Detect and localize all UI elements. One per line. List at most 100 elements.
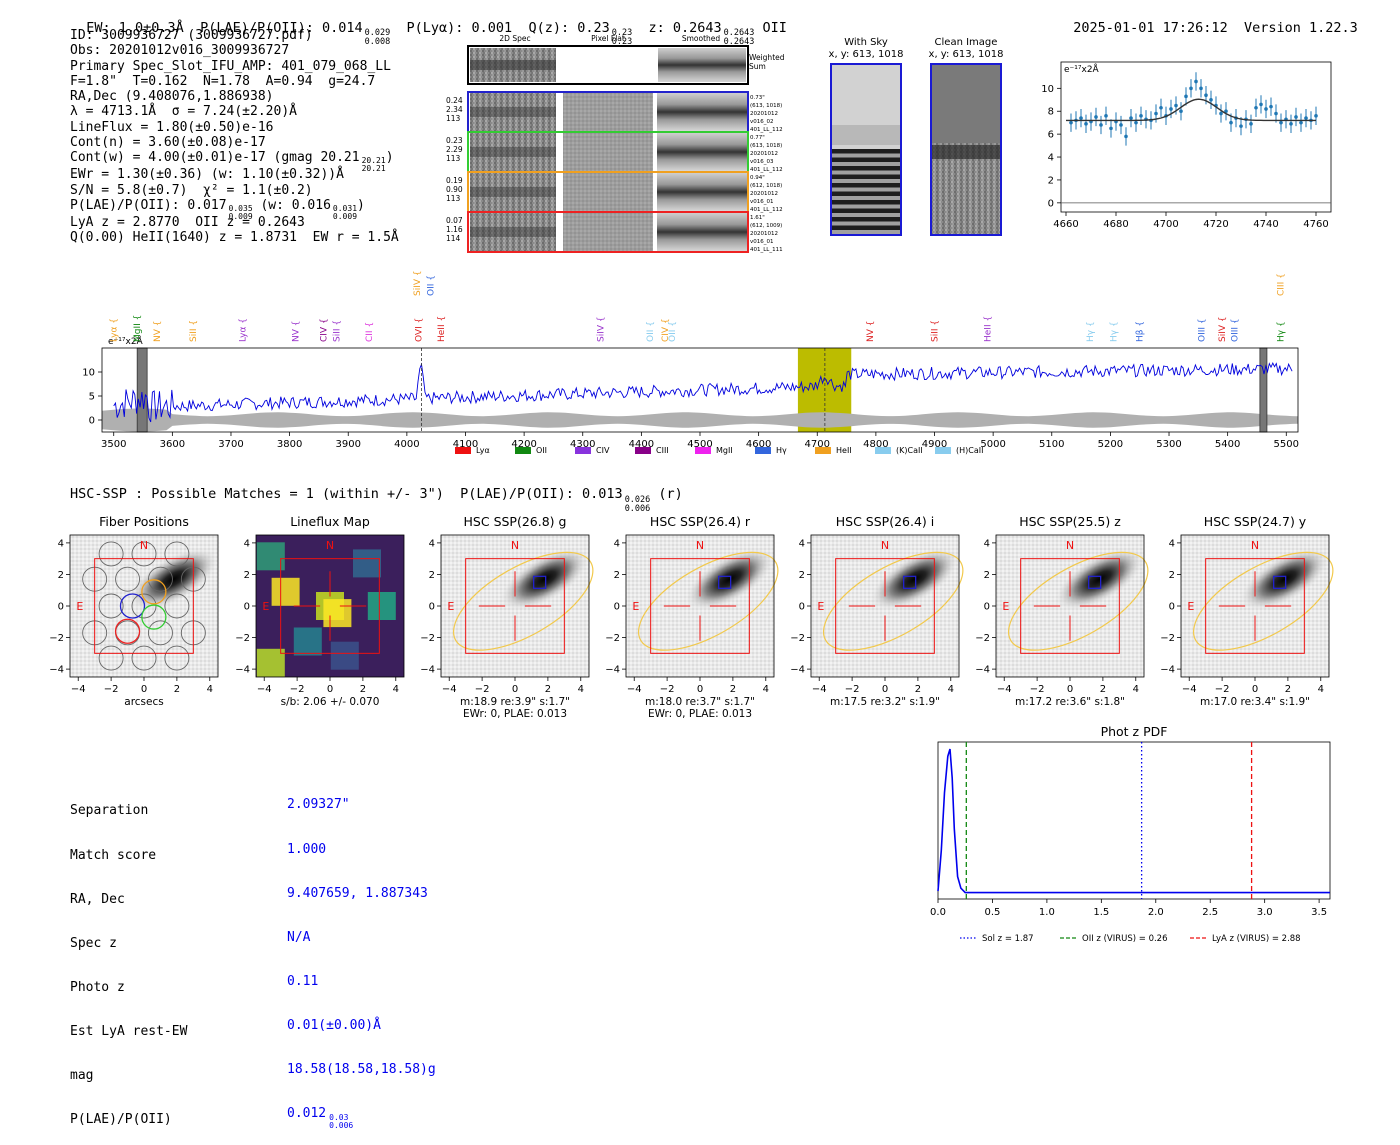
cutout-row-value: 2.34 <box>446 105 463 114</box>
spectrum-line-label: CII { <box>365 322 375 342</box>
match-labels: Separation Match score RA, Dec Spec z Ph… <box>70 775 187 1143</box>
info-plae-w: (w: 0.016 <box>260 197 331 213</box>
hsc-panel-caption: arcsecs <box>124 696 163 708</box>
line-fit-point <box>1229 120 1233 125</box>
spectrum-line-label: OII { <box>426 275 436 296</box>
clean-image-label: Clean Image <box>934 37 998 48</box>
hsc-xtick-label: 4 <box>393 684 399 695</box>
line-fit-xtick-label: 4760 <box>1303 219 1328 230</box>
gmag-hi: 20.21 <box>361 156 386 166</box>
hsc-xtick-label: 0 <box>141 684 147 695</box>
header-qz: Q(z): 0.23 <box>528 20 610 36</box>
flux-map-blob <box>353 549 381 578</box>
spectrum-xtick-label: 4300 <box>570 439 595 450</box>
line-fit-ytick-label: 8 <box>1048 107 1054 118</box>
line-fit-point <box>1314 114 1318 118</box>
sky-band-dark <box>832 225 900 230</box>
hsc-xtick-label: 0 <box>1252 684 1258 695</box>
spectrum-ytick-label: 0 <box>89 416 95 427</box>
hsc-ytick-label: 0 <box>58 602 64 613</box>
spectrum-xtick-label: 5100 <box>1039 439 1064 450</box>
hsc-ytick-label: −4 <box>975 665 990 676</box>
line-fit-point <box>1124 134 1128 139</box>
spectrum-line-label: NV { <box>866 321 876 342</box>
spectrum-line-label: Hβ { <box>1136 321 1146 342</box>
spectrum-legend-swatch <box>815 447 831 454</box>
with-sky-label: With Sky <box>844 37 888 48</box>
match-value: 2.09327" <box>287 797 350 813</box>
hsc-xtick-label: 0 <box>327 684 333 695</box>
sky-band-light <box>832 230 900 234</box>
spectrum-line-label: NV { <box>291 321 301 342</box>
line-fit-point <box>1209 97 1213 102</box>
hsc-panel-title: Fiber Positions <box>99 514 189 529</box>
spectrum-legend-swatch <box>875 447 891 454</box>
north-label: N <box>881 539 889 552</box>
hsc-panel-caption: m:17.5 re:3.2" s:1.9" <box>830 696 940 708</box>
pdf-xtick-label: 0.5 <box>984 907 1000 918</box>
cutout-smoothed <box>657 173 747 211</box>
info-line: LineFlux = 1.80(±0.50)e-16 <box>70 119 274 135</box>
line-fit-xtick-label: 4740 <box>1253 219 1278 230</box>
spectrum-line-label: OVI { <box>415 318 425 342</box>
pdf-xtick-label: 3.0 <box>1257 907 1273 918</box>
spectrum-legend-swatch <box>575 447 591 454</box>
version: Version 1.22.3 <box>1243 20 1358 36</box>
spectrum-line-label: HeII { <box>437 316 447 342</box>
hsc-xtick-label: 4 <box>578 684 584 695</box>
spectrum-line-label: OII { <box>668 321 678 342</box>
spectrum-xtick-label: 4400 <box>629 439 654 450</box>
match-label: Est LyA rest-EW <box>70 1023 188 1039</box>
hsc-ytick-label: 0 <box>984 602 990 613</box>
match-label: Separation <box>70 803 149 819</box>
hsc-xtick-label: 4 <box>948 684 954 695</box>
fiber-circle <box>164 593 190 619</box>
line-fit-point <box>1264 107 1268 111</box>
hsc-xtick-label: −2 <box>660 684 675 695</box>
line-fit-xtick-label: 4660 <box>1053 219 1078 230</box>
cutout-row-value: 113 <box>446 194 461 203</box>
hsc-xtick-label: 2 <box>1100 684 1106 695</box>
match-value: 18.58(18.58,18.58)g <box>287 1062 436 1078</box>
line-fit-point <box>1194 79 1198 84</box>
flux-map-blob <box>323 599 352 628</box>
north-label: N <box>140 539 148 552</box>
hsc-xtick-label: −2 <box>290 684 305 695</box>
sky-band-light <box>832 221 900 226</box>
header-z-hi: 0.2643 <box>723 28 755 38</box>
spectrum-legend-swatch <box>755 447 771 454</box>
fiber-circle-red <box>114 618 141 644</box>
aperture-ellipse <box>637 551 779 651</box>
hsc-xtick-label: 2 <box>730 684 736 695</box>
hsc-panel-caption: m:17.2 re:3.6" s:1.8" <box>1015 696 1125 708</box>
spectrum-line-label: SiII { <box>931 320 941 342</box>
cutout-row-value: 114 <box>446 234 461 243</box>
spectrum-line-label: SiII { <box>333 320 343 342</box>
hsc-panel-caption: m:17.0 re:3.4" s:1.9" <box>1200 696 1310 708</box>
spectrum-line-label: Hγ { <box>1086 321 1096 342</box>
spectrum-error-band <box>102 408 1298 432</box>
spectrum-xtick-label: 5400 <box>1215 439 1240 450</box>
header-plae: P(LAE)/P(OII): 0.014 <box>200 20 363 36</box>
match-value: N/A <box>287 929 311 945</box>
spectrum-line-label: Lyα { <box>110 318 120 342</box>
hsc-ytick-label: 4 <box>1169 538 1175 549</box>
cutout-note: (613, 1018) <box>750 103 782 109</box>
hsc-ytick-label: 2 <box>58 570 64 581</box>
line-fit-point <box>1154 111 1158 116</box>
fiber-circle <box>164 645 190 671</box>
line-fit-xtick-label: 4720 <box>1203 219 1228 230</box>
hsc-xtick-label: 0 <box>512 684 518 695</box>
line-fit-point <box>1294 115 1298 119</box>
hsc-xtick-label: −4 <box>442 684 457 695</box>
sky-band-dark <box>832 217 900 222</box>
hsc-xtick-label: −2 <box>104 684 119 695</box>
line-fit-ytick-label: 2 <box>1048 175 1054 186</box>
sky-band-dark <box>832 208 900 213</box>
line-fit-point <box>1239 124 1243 128</box>
hsc-ytick-label: 0 <box>1169 602 1175 613</box>
hsc-panel-title: HSC SSP(26.8) g <box>464 514 567 529</box>
north-label: N <box>696 539 704 552</box>
fiber-circle <box>147 620 173 646</box>
spectrum-line-label: CIV { <box>320 318 330 342</box>
